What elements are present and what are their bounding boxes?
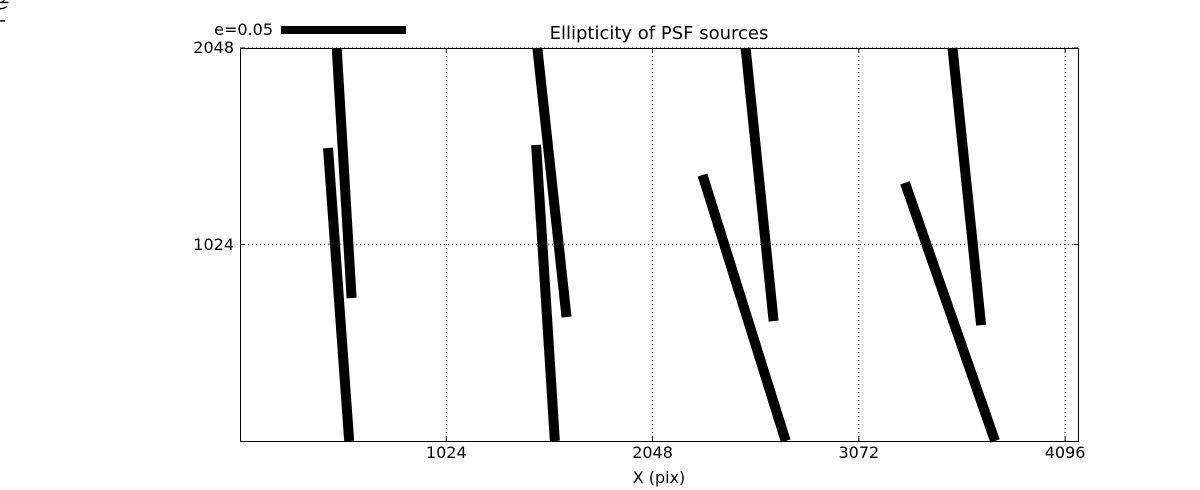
whisker-segment [900,181,1000,443]
whisker-segment [531,144,560,442]
chart-title: Ellipticity of PSF sources [549,23,769,44]
whisker-segment [532,47,572,318]
whisker-segment [323,147,355,442]
y-axis-label: Y (pix) [0,0,9,26]
y-tick-label: 2048 [193,38,234,57]
legend-scale-bar [281,26,406,34]
y-tick-label: 1024 [193,234,234,254]
axes-spines [240,48,1079,442]
legend-scale-label: e=0.05 [214,20,273,39]
whisker-segment [947,47,987,326]
whisker-segment [740,47,779,322]
whisker-segment [697,173,791,443]
x-tick-label: 3072 [838,443,880,462]
x-tick-label: 2048 [632,443,673,462]
x-tick-label: 1024 [425,443,467,462]
x-axis-label: X (pix) [632,468,686,487]
x-tick-label: 4096 [1044,443,1086,462]
whisker-segment [331,47,357,299]
